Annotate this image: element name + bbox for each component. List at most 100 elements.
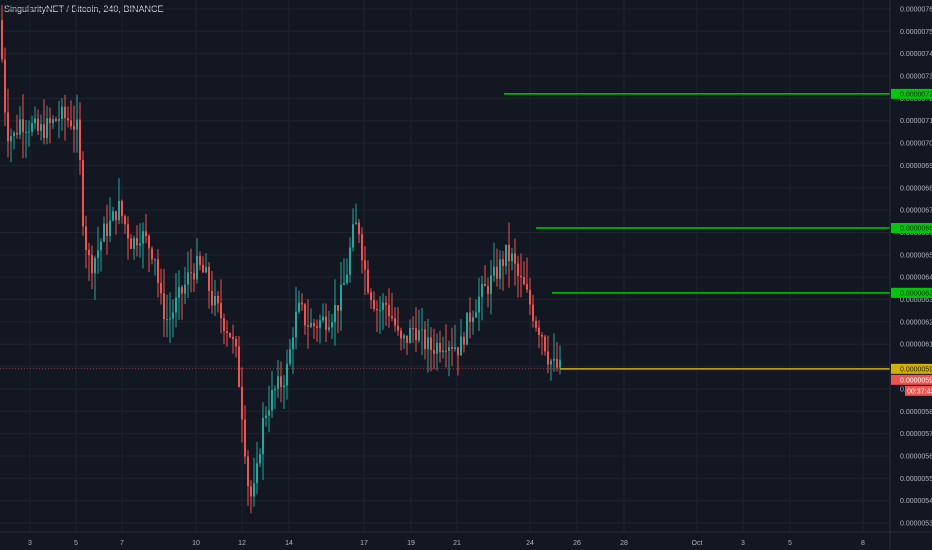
candle-body [454,347,456,349]
candle-body [292,337,294,350]
candle-body [505,244,507,267]
x-tick-label: 19 [407,540,415,547]
candle-body [70,120,72,127]
candle-body [514,253,516,264]
candle-body [379,309,381,311]
candle-body [415,328,417,341]
x-tick-label: 17 [360,540,368,547]
candle-body [442,350,444,353]
x-tick-label: 10 [192,540,200,547]
candle-body [76,119,78,130]
candle-body [448,347,450,351]
candle-body [376,308,378,311]
grid [0,0,890,532]
candle-body [409,328,411,343]
candle-body [241,386,243,420]
candle-body [490,275,492,294]
candle-body [334,305,336,323]
candle-body [484,283,486,287]
candle-body [202,264,204,273]
time-axis[interactable]: 3 5 7 10 12 14 17 19 21 24 26 28 Oct 3 5 8 [28,540,865,547]
candle-body [40,124,42,131]
candle-body [295,311,297,338]
x-tick-label: 28 [620,540,628,547]
candle-body [52,119,54,123]
candle-body [43,124,45,138]
candle-body [547,351,549,365]
candle-body [532,304,534,321]
last-price-badge [891,363,932,374]
candle-body [205,266,207,273]
candle-body [433,350,435,354]
candle-body [511,253,513,262]
candle-body [22,119,24,133]
candle-body [265,415,267,419]
candle-body [166,319,168,321]
candle-body [457,347,459,356]
candle-body [535,320,537,328]
price-badges: 0.00000722 0.00000662 0.00000633 0.00000599… [891,88,932,396]
candle-body [82,159,84,227]
x-tick-label: 3 [28,540,32,547]
candles [1,5,561,514]
candle-body [250,486,252,497]
x-tick-label: 7 [120,540,124,547]
candle-body [211,290,213,306]
candle-body [337,305,339,311]
candle-body [430,337,432,351]
candle-body [304,304,306,326]
x-tick-label: 14 [285,540,293,547]
candle-body [19,119,21,135]
candle-body [526,284,528,290]
candle-body [235,338,237,347]
candle-body [256,463,258,484]
candle-body [151,248,153,260]
candle-body [100,241,102,251]
candle-body [247,456,249,487]
candle-body [223,318,225,332]
candle-body [382,302,384,310]
candle-body [307,325,309,327]
candle-body [340,284,342,311]
candle-body [175,297,177,313]
x-tick-label: 3 [741,540,745,547]
current-price-badge-label: 0.00000599 [900,377,932,384]
candle-body [112,211,114,221]
x-tick-label: Oct [692,540,703,547]
x-tick-label: 24 [526,540,534,547]
candle-body [46,118,48,138]
candle-body [55,119,57,121]
candle-body [58,119,60,121]
candle-body [289,349,291,364]
candle-body [34,118,36,124]
candle-body [10,136,12,142]
candle-body [439,342,441,353]
x-tick-label: 12 [238,540,246,547]
candle-body [397,325,399,331]
candle-body [559,359,561,368]
candle-body [130,238,132,249]
candle-body [64,106,66,119]
candle-body [118,200,120,221]
candle-body [406,335,408,343]
candle-body [556,358,558,368]
candle-body [313,323,315,327]
candle-body [373,300,375,309]
candle-body [280,376,282,388]
candle-body [553,358,555,361]
level-badge-label: 0.00000722 [900,91,932,98]
candle-body [187,272,189,285]
x-tick-label: 5 [74,540,78,547]
candle-body [517,263,519,276]
candle-body [109,220,111,237]
candle-body [13,132,15,137]
candle-body [478,296,480,313]
candle-body [400,330,402,339]
levels [0,93,890,370]
